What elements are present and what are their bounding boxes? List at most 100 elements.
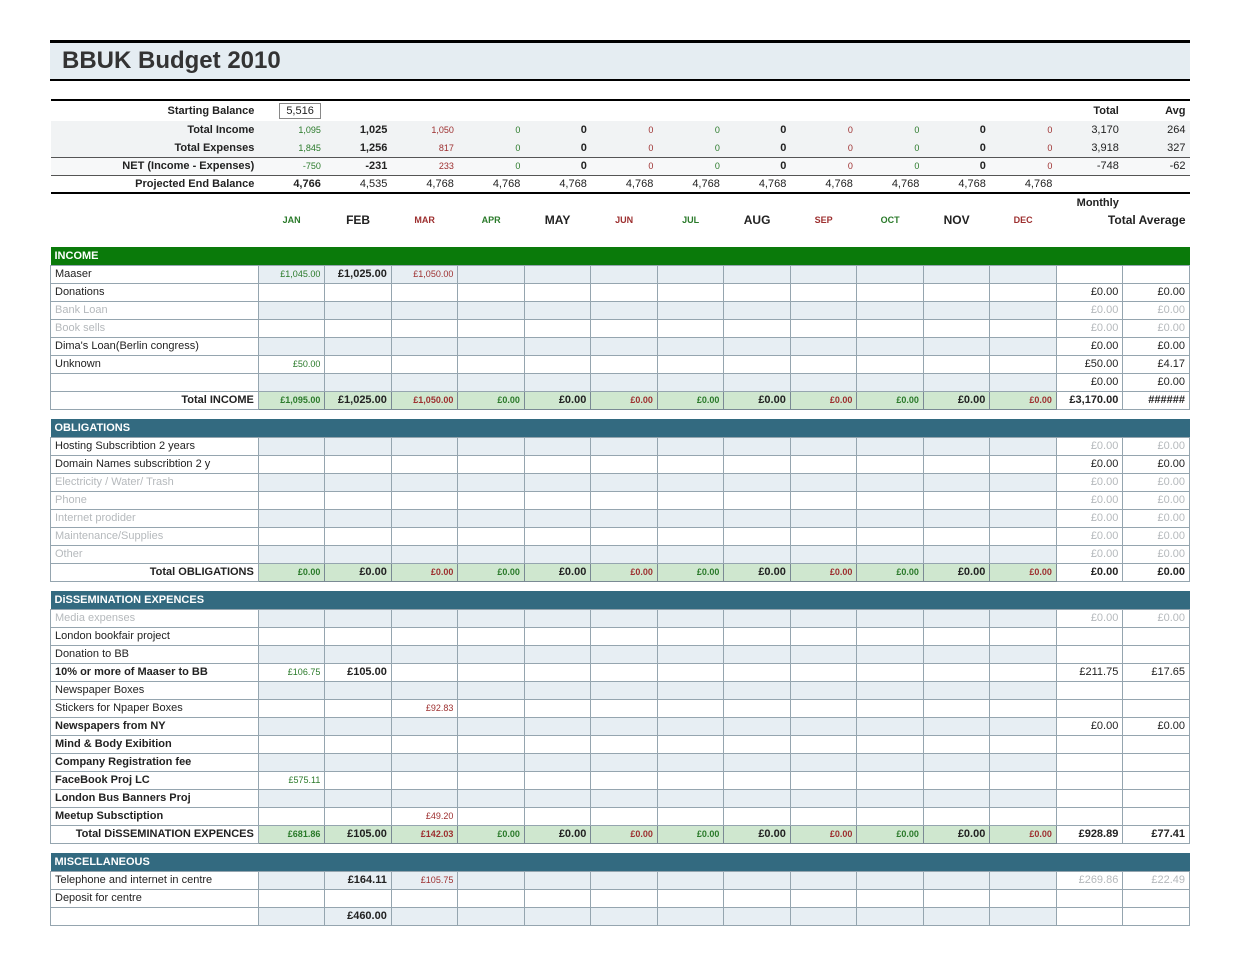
cell: [458, 473, 525, 491]
cell: 0: [724, 139, 791, 157]
cell: -231: [325, 157, 392, 175]
cell: [391, 319, 458, 337]
cell: [857, 491, 924, 509]
cell: £0.00: [258, 563, 325, 581]
cell: [391, 907, 458, 925]
cell: [258, 509, 325, 527]
cell: [923, 373, 990, 391]
cell: [391, 771, 458, 789]
cell: [923, 771, 990, 789]
cell: [458, 319, 525, 337]
cell: [591, 907, 658, 925]
cell: [458, 491, 525, 509]
row-label: Company Registration fee: [51, 753, 259, 771]
cell: [724, 373, 791, 391]
cell: [524, 889, 591, 907]
cell: [724, 609, 791, 627]
cell: 0: [923, 157, 990, 175]
cell: £1,025.00: [325, 391, 392, 409]
cell: [258, 283, 325, 301]
cell: [325, 527, 392, 545]
cell-avg: ######: [1123, 391, 1190, 409]
cell: [591, 545, 658, 563]
cell: [458, 355, 525, 373]
cell: [990, 355, 1057, 373]
cell-total: [1056, 627, 1123, 645]
row-label: Donations: [51, 283, 259, 301]
cell: [258, 373, 325, 391]
cell: £0.00: [325, 563, 392, 581]
cell: [325, 807, 392, 825]
cell: [591, 609, 658, 627]
month-feb: FEB: [325, 211, 392, 229]
cell-total: [1056, 681, 1123, 699]
cell: 0: [591, 121, 658, 139]
cell: [724, 699, 791, 717]
cell-total: £0.00: [1056, 319, 1123, 337]
cell: £0.00: [990, 391, 1057, 409]
cell: [990, 789, 1057, 807]
cell: [258, 473, 325, 491]
cell: [657, 871, 724, 889]
cell: £0.00: [657, 563, 724, 581]
cell: £0.00: [923, 825, 990, 843]
month-aug: AUG: [724, 211, 791, 229]
row-label: Electricity / Water/ Trash: [51, 473, 259, 491]
cell: [591, 301, 658, 319]
cell-total: [1056, 907, 1123, 925]
cell: [990, 319, 1057, 337]
cell: 4,768: [391, 175, 458, 193]
cell: [790, 609, 857, 627]
row-label: Maintenance/Supplies: [51, 527, 259, 545]
cell: [458, 509, 525, 527]
cell: [923, 663, 990, 681]
cell: [524, 373, 591, 391]
cell-total: [1056, 807, 1123, 825]
cell: [923, 609, 990, 627]
cell: [458, 373, 525, 391]
cell: [325, 355, 392, 373]
cell: [790, 807, 857, 825]
cell: [258, 789, 325, 807]
cell: [724, 663, 791, 681]
cell-total: £0.00: [1056, 527, 1123, 545]
row-label: Domain Names subscribtion 2 y: [51, 455, 259, 473]
cell-total: £211.75: [1056, 663, 1123, 681]
cell: 0: [990, 121, 1057, 139]
cell: [258, 527, 325, 545]
cell: [591, 753, 658, 771]
cell: [391, 789, 458, 807]
cell: [857, 337, 924, 355]
cell: [524, 807, 591, 825]
cell: [790, 491, 857, 509]
cell: [857, 455, 924, 473]
cell-avg: [1123, 627, 1190, 645]
cell: [857, 509, 924, 527]
cell: [391, 473, 458, 491]
cell: [857, 437, 924, 455]
cell: £0.00: [657, 825, 724, 843]
cell: 0: [524, 139, 591, 157]
cell: [391, 355, 458, 373]
cell: [458, 699, 525, 717]
cell: 0: [591, 157, 658, 175]
row-label: Bank Loan: [51, 301, 259, 319]
cell: [458, 871, 525, 889]
cell: [657, 545, 724, 563]
cell: [391, 735, 458, 753]
cell: [524, 627, 591, 645]
cell: [524, 319, 591, 337]
cell: [990, 663, 1057, 681]
cell: £164.11: [325, 871, 392, 889]
cell: 0: [990, 139, 1057, 157]
cell: £142.03: [391, 825, 458, 843]
cell: [857, 265, 924, 283]
cell: [325, 699, 392, 717]
cell: 0: [524, 157, 591, 175]
cell: 0: [790, 139, 857, 157]
cell: [857, 355, 924, 373]
cell: [325, 373, 392, 391]
cell: [458, 681, 525, 699]
cell-total: -748: [1056, 157, 1123, 175]
cell: [657, 473, 724, 491]
